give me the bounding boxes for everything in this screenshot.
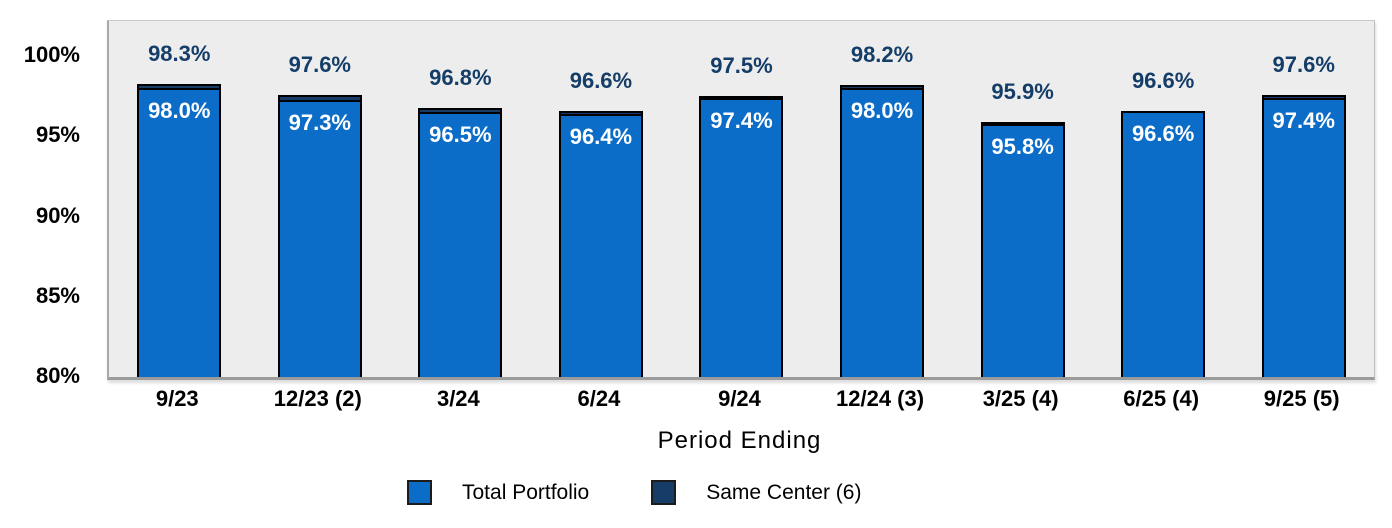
total-portfolio-bar: 97.4% bbox=[699, 97, 784, 377]
bar-value-label-above: 96.8% bbox=[429, 64, 492, 90]
total-portfolio-bar: 96.5% bbox=[418, 112, 503, 377]
legend-label-total-portfolio: Total Portfolio bbox=[462, 480, 590, 504]
x-axis-tick-label: 6/24 bbox=[577, 386, 621, 411]
y-axis-tick-label: 95% bbox=[35, 122, 80, 148]
y-axis-tick-label: 80% bbox=[35, 363, 80, 388]
bar-value-label-above: 97.6% bbox=[288, 51, 352, 77]
bar-value-label-inside: 97.4% bbox=[710, 107, 773, 133]
bar-value-label-above: 96.6% bbox=[569, 67, 633, 93]
total-portfolio-bar: 97.4% bbox=[1261, 97, 1346, 377]
x-axis-tick-label: 9/25 (5) bbox=[1263, 386, 1340, 411]
bar-group: 97.4% 97.6% bbox=[1233, 21, 1374, 377]
x-axis-tick-label: 3/24 bbox=[436, 386, 480, 411]
bar-value-label-inside: 96.4% bbox=[569, 124, 633, 150]
x-axis-tick-label: 12/24 (3) bbox=[836, 386, 925, 411]
legend-item-same-center: Same Center (6) bbox=[651, 480, 861, 505]
bar-group: 96.4% 96.6% bbox=[531, 21, 672, 377]
bar-value-label-above: 95.9% bbox=[991, 79, 1054, 105]
bar-value-label-inside: 96.5% bbox=[429, 122, 492, 148]
total-portfolio-bar: 96.6% bbox=[1121, 110, 1206, 377]
bar-value-label-inside: 97.3% bbox=[288, 109, 351, 135]
x-axis-tick-label: 12/23 (2) bbox=[273, 386, 362, 411]
bar-group: 96.5% 96.8% bbox=[390, 21, 531, 377]
bar-group: 98.0% 98.2% bbox=[812, 21, 953, 377]
bar-group: 97.4% 97.5% bbox=[671, 21, 812, 377]
bar-value-label-inside: 98.0% bbox=[850, 98, 914, 124]
plot-area: 98.0% 98.3% 97.3% 97.6% 96.5% 96.8% 96.4% 96.6%… bbox=[107, 20, 1375, 380]
total-portfolio-bar: 96.4% bbox=[558, 114, 643, 377]
total-portfolio-bar: 97.3% bbox=[277, 99, 362, 377]
bar-value-label-above: 98.2% bbox=[850, 42, 914, 68]
bar-value-label-inside: 98.0% bbox=[148, 98, 211, 124]
bar-group: 96.6% 96.6% bbox=[1093, 21, 1234, 377]
legend-item-total-portfolio: Total Portfolio bbox=[407, 480, 589, 505]
x-axis-tick-label: 9/23 bbox=[155, 386, 199, 411]
legend-swatch-same-center bbox=[651, 480, 677, 505]
bar-value-label-above: 97.5% bbox=[710, 53, 773, 79]
x-axis-title: Period Ending bbox=[657, 427, 822, 454]
x-axis-tick-label: 6/25 (4) bbox=[1123, 386, 1200, 411]
y-axis-tick-label: 90% bbox=[35, 202, 80, 228]
total-portfolio-bar: 95.8% bbox=[980, 123, 1065, 377]
bar-value-label-inside: 96.6% bbox=[1131, 120, 1195, 146]
legend-label-same-center: Same Center (6) bbox=[706, 480, 862, 504]
total-portfolio-bar: 98.0% bbox=[840, 88, 925, 377]
y-axis-tick-label: 85% bbox=[35, 282, 80, 308]
bar-group: 98.0% 98.3% bbox=[109, 21, 250, 377]
legend-swatch-total-portfolio bbox=[407, 480, 432, 505]
bar-value-label-inside: 97.4% bbox=[1272, 107, 1335, 133]
x-axis-tick-label: 3/25 (4) bbox=[982, 386, 1059, 411]
bar-value-label-above: 97.6% bbox=[1272, 51, 1335, 77]
y-axis-tick-label: 100% bbox=[23, 42, 80, 68]
bar-value-label-inside: 95.8% bbox=[991, 133, 1054, 159]
bar-value-label-above: 96.6% bbox=[1131, 67, 1195, 93]
total-portfolio-bar: 98.0% bbox=[137, 88, 222, 377]
bar-value-label-above: 98.3% bbox=[148, 40, 211, 66]
legend: Total Portfolio Same Center (6) bbox=[407, 480, 861, 505]
bar-group: 97.3% 97.6% bbox=[250, 21, 391, 377]
x-axis-tick-label: 9/24 bbox=[718, 386, 761, 411]
bar-group: 95.8% 95.9% bbox=[952, 21, 1093, 377]
